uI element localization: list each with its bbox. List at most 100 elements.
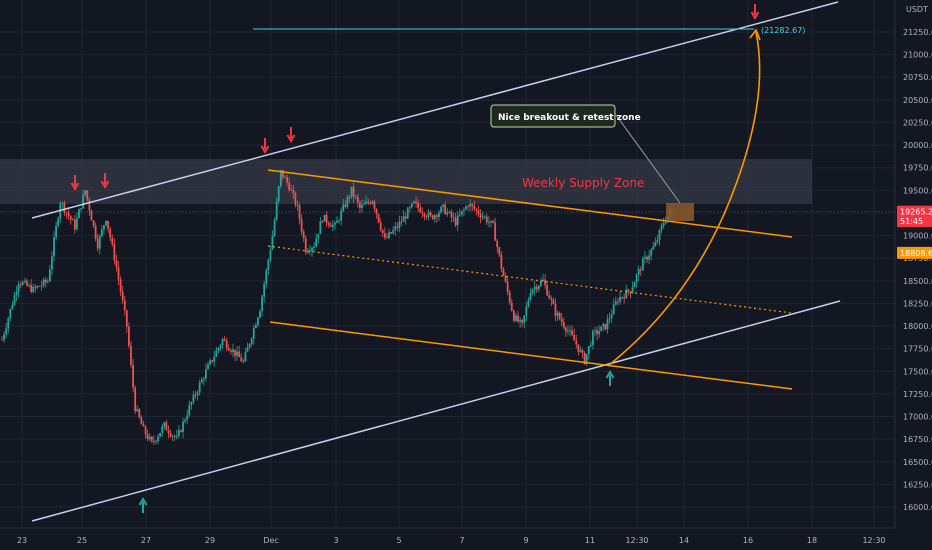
- candle-body: [639, 269, 642, 271]
- candle-body: [346, 196, 349, 207]
- candle-body: [219, 345, 222, 348]
- candle-body: [296, 204, 299, 206]
- target-price-label: (21282.67): [761, 26, 805, 35]
- candle-body: [186, 415, 189, 420]
- candle-body: [69, 216, 72, 220]
- candle-body: [92, 220, 95, 226]
- candle-body: [408, 207, 411, 209]
- candle-body: [525, 306, 528, 316]
- candle-body: [442, 204, 445, 207]
- x-tick-label: 14: [679, 536, 689, 545]
- candle-body: [363, 203, 365, 205]
- candle-body: [641, 258, 644, 271]
- candle-body: [614, 301, 617, 305]
- candle-body: [188, 405, 191, 416]
- candle-body: [519, 319, 522, 322]
- flag-lower-line: [269, 321, 793, 390]
- candle-body: [575, 340, 578, 345]
- x-tick-label: 3: [333, 536, 338, 545]
- time-axis[interactable]: 23 25 27 29 Dec 3 5 7 9 11 12:30 14 16 18 12:30: [17, 536, 886, 545]
- candle-body: [475, 208, 478, 211]
- y-tick-label: 21000.00: [903, 51, 932, 60]
- candle-body: [244, 351, 247, 362]
- candle-body: [21, 281, 24, 285]
- candle-body: [350, 186, 353, 197]
- candle-body: [589, 345, 592, 347]
- candle-body: [542, 279, 544, 282]
- currency-label: USDT: [906, 5, 928, 14]
- y-tick-label: 20750.00: [903, 73, 932, 82]
- y-tick-label: 20250.00: [903, 118, 932, 127]
- candlestick-series: [1, 169, 673, 445]
- candle-body: [180, 430, 182, 432]
- candle-body: [446, 212, 449, 215]
- candle-body: [3, 334, 5, 340]
- candle-body: [236, 351, 239, 356]
- callout-text: Nice breakout & retest zone: [498, 113, 641, 123]
- candle-body: [658, 229, 661, 240]
- candle-body: [494, 222, 497, 241]
- candle-body: [369, 202, 372, 204]
- candle-body: [271, 235, 274, 250]
- candle-body: [562, 322, 565, 328]
- candle-body: [48, 269, 51, 282]
- candle-body: [128, 326, 130, 346]
- candle-body: [527, 300, 530, 307]
- candle-body: [173, 435, 176, 437]
- x-tick-label: 5: [396, 536, 401, 545]
- candle-body: [221, 339, 224, 346]
- candle-body: [323, 214, 326, 222]
- candle-body: [194, 394, 197, 396]
- y-tick-label: 19500.00: [903, 186, 932, 195]
- x-tick-label: Dec: [263, 536, 278, 545]
- y-tick-label: 18250.00: [903, 299, 932, 308]
- candle-body: [371, 201, 374, 204]
- candle-body: [290, 189, 293, 191]
- candle-body: [500, 254, 503, 269]
- y-tick-label: 18000.00: [903, 322, 932, 331]
- retest-box: [666, 203, 694, 221]
- candle-body: [169, 433, 172, 437]
- candle-body: [61, 202, 64, 204]
- candle-body: [7, 318, 10, 329]
- candle-body: [487, 222, 490, 224]
- price-tag-text: 51:45: [900, 217, 923, 226]
- candle-body: [304, 238, 307, 253]
- down-arrow-5-head: [750, 11, 760, 20]
- candle-body: [456, 215, 459, 226]
- candle-body: [654, 242, 657, 247]
- candle-body: [485, 216, 488, 223]
- candle-body: [452, 217, 455, 219]
- candle-body: [96, 238, 99, 249]
- candle-body: [38, 286, 41, 287]
- callout-box: [490, 104, 616, 128]
- candle-body: [377, 214, 380, 223]
- candle-body: [175, 435, 178, 437]
- price-tag-text: 19265.27: [900, 208, 932, 217]
- candle-body: [454, 217, 457, 226]
- candle-body: [598, 331, 601, 335]
- candle-body: [481, 216, 484, 218]
- candle-body: [157, 436, 159, 442]
- candle-body: [282, 170, 284, 178]
- price-axis[interactable]: 16000.00 16250.00 16500.00 16750.00 17000.00…: [903, 28, 932, 512]
- candle-body: [313, 246, 316, 248]
- candle-body: [250, 338, 253, 344]
- candle-body: [390, 232, 392, 234]
- y-tick-label: 21250.00: [903, 28, 932, 37]
- projection-arrowhead: [749, 28, 761, 41]
- y-tick-label: 17750.00: [903, 345, 932, 354]
- candle-body: [138, 409, 141, 418]
- candle-body: [529, 293, 532, 301]
- candle-body: [635, 274, 638, 283]
- candle-body: [571, 330, 574, 335]
- candle-body: [36, 286, 39, 288]
- price-tag-bg: [897, 246, 932, 259]
- candle-body: [267, 259, 270, 271]
- candle-body: [248, 343, 251, 348]
- candle-body: [259, 311, 261, 318]
- candle-body: [252, 328, 255, 339]
- candle-body: [535, 286, 538, 290]
- candle-body: [42, 279, 45, 286]
